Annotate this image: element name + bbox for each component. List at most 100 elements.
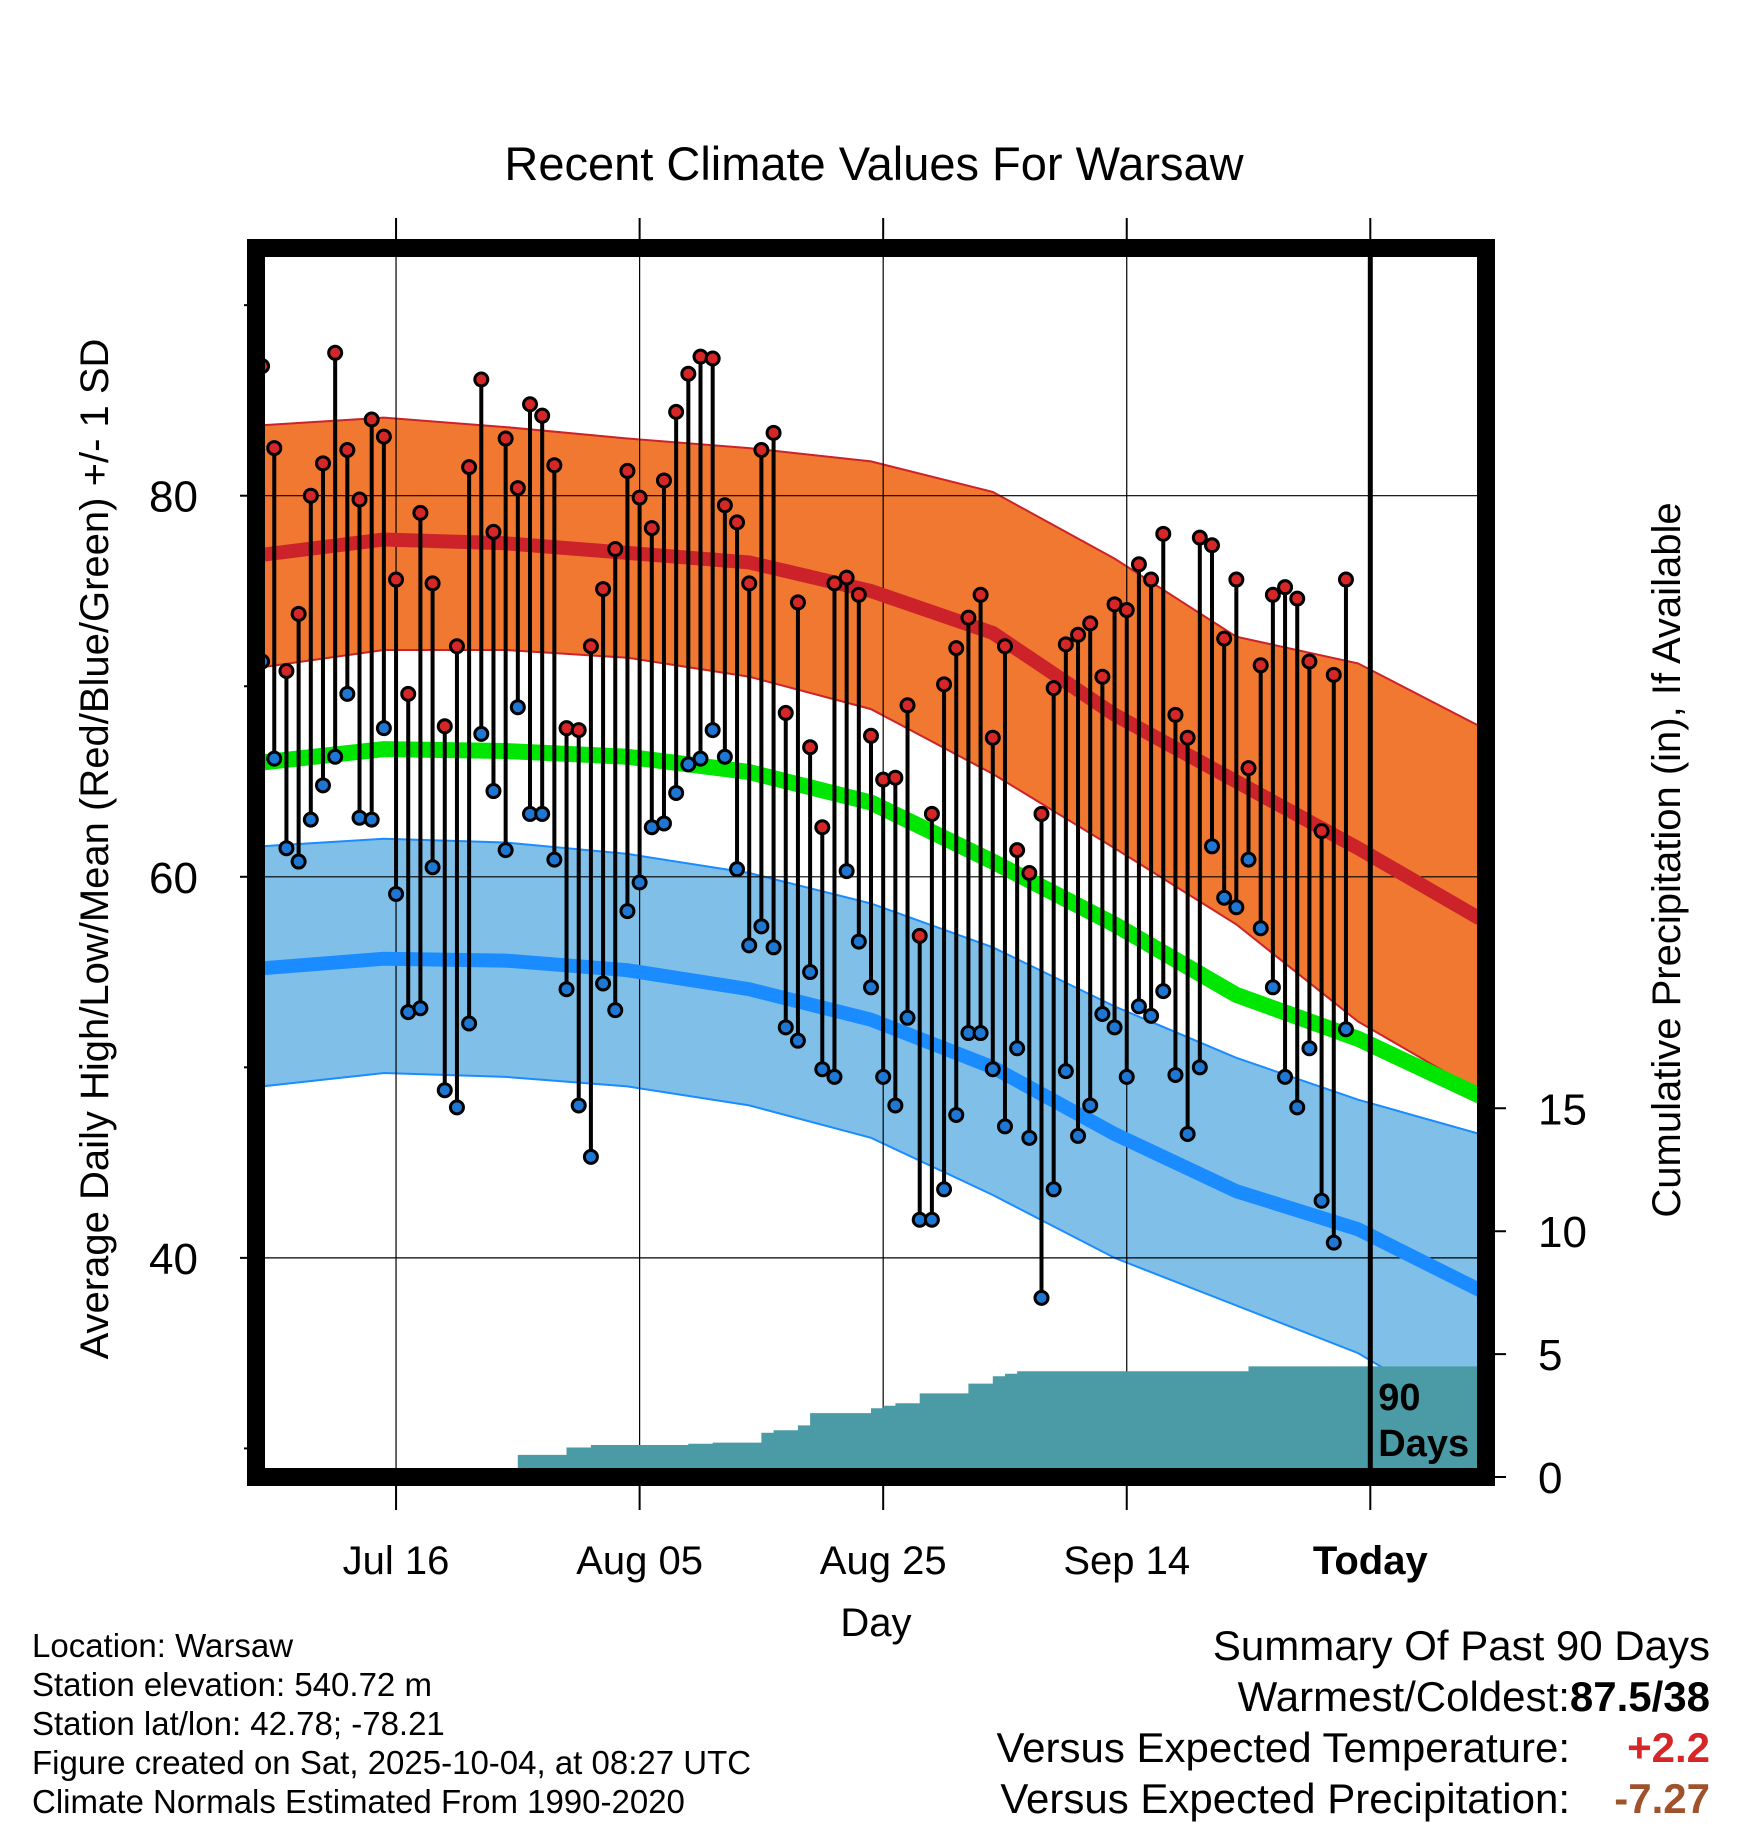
daily-high-point — [1203, 537, 1220, 554]
daily-high-point — [509, 480, 526, 497]
daily-high-point — [643, 520, 660, 537]
daily-high-point — [570, 722, 587, 739]
daily-low-point — [887, 1097, 904, 1114]
daily-low-point — [1009, 1040, 1026, 1057]
x-tick-label: Aug 05 — [576, 1539, 703, 1583]
temp-value: +2.2 — [1627, 1724, 1710, 1771]
daily-high-point — [814, 819, 831, 836]
daily-high-point — [777, 704, 794, 721]
daily-high-point — [631, 489, 648, 506]
today-annotation: 90 — [1378, 1377, 1420, 1419]
daily-low-point — [838, 863, 855, 880]
daily-low-point — [996, 1118, 1013, 1135]
daily-low-point — [899, 1009, 916, 1026]
daily-low-point — [1228, 899, 1245, 916]
daily-low-point — [412, 1000, 429, 1017]
daily-high-point — [436, 718, 453, 735]
daily-low-point — [789, 1032, 806, 1049]
daily-high-point — [582, 638, 599, 655]
latlon-text: Station lat/lon: 42.78; -78.21 — [32, 1705, 445, 1742]
y2-tick-label: 15 — [1538, 1085, 1587, 1134]
daily-high-point — [497, 430, 514, 447]
daily-low-point — [1021, 1129, 1038, 1146]
daily-high-point — [546, 457, 563, 474]
daily-high-point — [363, 411, 380, 428]
daily-low-point — [1264, 979, 1281, 996]
daily-high-point — [1325, 666, 1342, 683]
daily-high-point — [1033, 805, 1050, 822]
daily-high-point — [1313, 823, 1330, 840]
daily-high-point — [375, 428, 392, 445]
daily-high-point — [412, 504, 429, 521]
daily-low-point — [266, 750, 283, 767]
normal-low-line — [261, 951, 1484, 1297]
elevation-text: Station elevation: 540.72 m — [32, 1666, 432, 1703]
daily-high-point — [327, 344, 344, 361]
daily-high-point — [461, 459, 478, 476]
today-annotation: Days — [1378, 1423, 1469, 1465]
daily-high-point — [1045, 680, 1062, 697]
daily-low-point — [777, 1019, 794, 1036]
daily-high-point — [1191, 529, 1208, 546]
daily-low-point — [692, 750, 709, 767]
daily-low-point — [655, 815, 672, 832]
daily-low-point — [1240, 851, 1257, 868]
daily-high-point — [1009, 842, 1026, 859]
daily-low-point — [1167, 1066, 1184, 1083]
daily-stems — [260, 352, 1348, 1298]
daily-low-point — [1082, 1097, 1099, 1114]
daily-low-point — [546, 851, 563, 868]
daily-low-point — [1301, 1040, 1318, 1057]
daily-high-point — [351, 491, 368, 508]
x-tick-label: Sep 14 — [1063, 1539, 1190, 1583]
daily-high-point — [1167, 706, 1184, 723]
temp-row: Versus Expected Temperature: +2.2 — [996, 1724, 1710, 1775]
daily-low-point — [570, 1097, 587, 1114]
daily-low-point — [1325, 1234, 1342, 1251]
daily-low-point — [668, 784, 685, 801]
summary-title: Summary Of Past 90 Days — [996, 1622, 1710, 1673]
daily-low-point — [424, 859, 441, 876]
daily-low-point — [607, 1002, 624, 1019]
daily-high-point — [290, 605, 307, 622]
daily-low-point — [826, 1068, 843, 1085]
x-tick-label: Jul 16 — [343, 1539, 450, 1583]
daily-low-point — [729, 861, 746, 878]
daily-high-point — [1240, 760, 1257, 777]
daily-low-point — [1106, 1019, 1123, 1036]
daily-high-point — [534, 407, 551, 424]
daily-low-point — [863, 979, 879, 996]
plot-frame — [247, 239, 1495, 1486]
daily-high-point — [1337, 571, 1354, 588]
daily-high-point — [741, 575, 758, 592]
daily-high-point — [996, 638, 1013, 655]
daily-high-point — [850, 586, 867, 603]
daily-low-point — [680, 756, 697, 773]
daily-low-point — [1045, 1181, 1062, 1198]
daily-high-point — [668, 403, 685, 420]
daily-low-point — [1033, 1289, 1050, 1306]
daily-high-point — [314, 455, 331, 472]
precip-label: Versus Expected Precipitation: — [1000, 1775, 1570, 1822]
warmest-coldest-label: Warmest/Coldest: — [1237, 1673, 1570, 1720]
summary-panel: Summary Of Past 90 Days Warmest/Coldest:… — [996, 1622, 1710, 1826]
daily-high-point — [838, 569, 855, 586]
daily-low-point — [984, 1061, 1001, 1078]
created-text: Figure created on Sat, 2025-10-04, at 08… — [32, 1744, 752, 1781]
daily-high-point — [302, 487, 319, 504]
y2-tick-label: 5 — [1538, 1331, 1562, 1380]
daily-low-point — [716, 748, 733, 765]
daily-low-point — [327, 748, 344, 765]
daily-low-point — [558, 981, 575, 998]
station-info: Location: Warsaw Station elevation: 540.… — [32, 1626, 751, 1821]
temp-label: Versus Expected Temperature: — [996, 1724, 1570, 1771]
daily-low-point — [1118, 1068, 1135, 1085]
daily-high-point — [1277, 579, 1294, 596]
y-tick-label: 40 — [149, 1235, 198, 1284]
daily-low-point — [278, 840, 295, 857]
daily-high-point — [1021, 864, 1038, 881]
y-axis-label: Average Daily High/Low/Mean (Red/Blue/Gr… — [73, 339, 117, 1360]
daily-low-point — [704, 722, 721, 739]
daily-high-point — [899, 697, 916, 714]
